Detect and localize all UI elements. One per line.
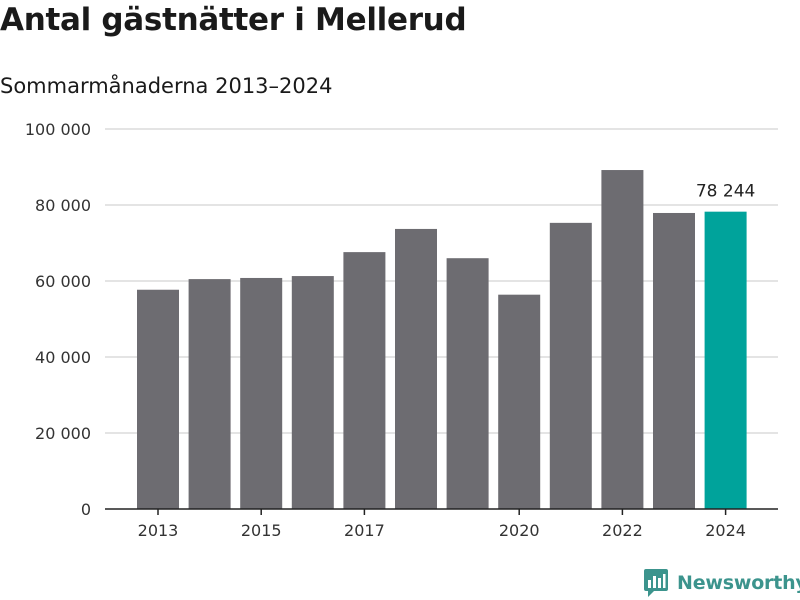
bar — [395, 228, 437, 509]
bar — [498, 294, 541, 509]
bar — [549, 222, 592, 510]
bar — [188, 279, 231, 509]
bar — [240, 277, 283, 509]
bar — [446, 258, 489, 509]
x-tick-label: 2013 — [138, 521, 179, 540]
newsworthy-logo-icon — [644, 569, 668, 597]
x-tick-label: 2020 — [499, 521, 540, 540]
x-tick-label: 2022 — [602, 521, 643, 540]
bar — [137, 289, 179, 509]
bar — [601, 170, 644, 510]
bar — [704, 211, 747, 510]
chart-subtitle: Sommarmånaderna 2013–2024 — [0, 74, 333, 98]
brand-name: Newsworthy — [677, 572, 800, 594]
x-tick-label: 2024 — [705, 521, 746, 540]
y-tick-label: 40 000 — [35, 348, 91, 367]
y-tick-label: 100 000 — [25, 120, 91, 139]
bar — [653, 212, 695, 510]
y-tick-label: 60 000 — [35, 272, 91, 291]
y-tick-label: 80 000 — [35, 196, 91, 215]
bar-value-label: 78 244 — [696, 182, 755, 202]
bar — [343, 252, 386, 509]
brand-logo: Newsworthy — [644, 569, 800, 597]
bar — [291, 276, 334, 509]
y-tick-label: 0 — [81, 500, 91, 519]
chart-title: Antal gästnätter i Mellerud — [0, 2, 467, 38]
y-tick-label: 20 000 — [35, 424, 91, 443]
x-tick-label: 2017 — [344, 521, 385, 540]
x-tick-label: 2015 — [241, 521, 282, 540]
